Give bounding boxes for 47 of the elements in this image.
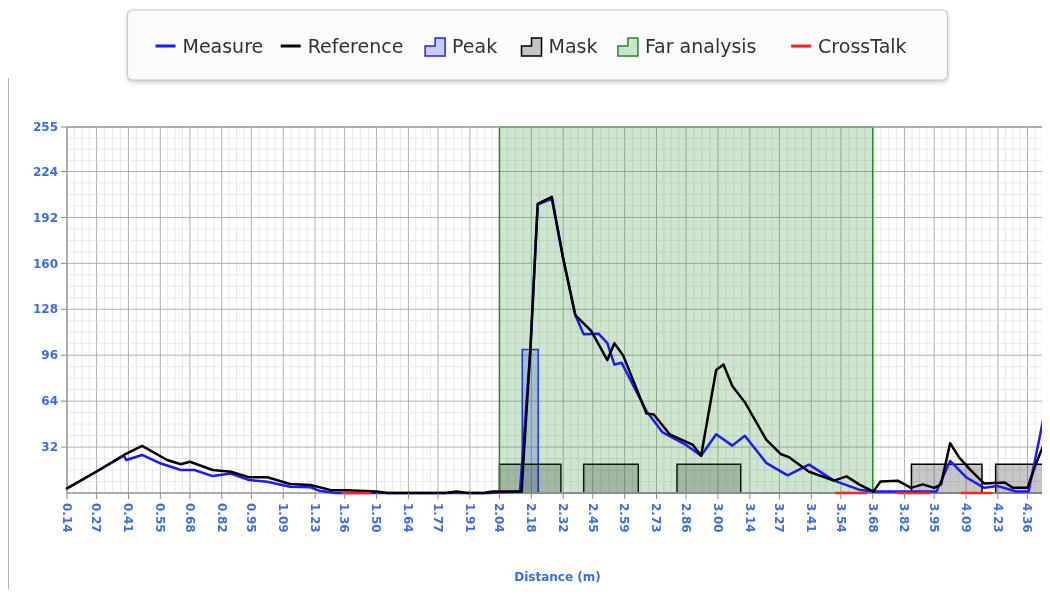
- x-tick-label: 3.00: [710, 503, 725, 533]
- x-tick-label: 0.27: [89, 503, 104, 533]
- x-tick-label: 3.82: [897, 503, 912, 533]
- x-tick-label: 2.45: [585, 503, 600, 533]
- x-tick-label: 1.50: [369, 503, 384, 533]
- x-tick-label: 2.04: [492, 503, 507, 533]
- x-tick-label: 1.23: [307, 503, 322, 533]
- x-tick-label: 2.59: [617, 503, 632, 533]
- x-tick-label: 0.55: [153, 503, 168, 533]
- x-tick-label: 3.14: [742, 503, 757, 533]
- x-tick-label: 3.68: [865, 503, 880, 533]
- x-tick-label: 0.95: [244, 503, 259, 533]
- legend-label: Far analysis: [644, 35, 757, 57]
- x-tick-label: 4.36: [1020, 503, 1035, 533]
- legend-label: CrossTalk: [818, 35, 907, 57]
- x-tick-label: 0.14: [59, 503, 74, 533]
- y-tick-label: 64: [41, 394, 58, 409]
- y-tick-label: 96: [41, 348, 58, 363]
- x-tick-label: 1.09: [276, 503, 291, 533]
- x-tick-label: 1.36: [337, 503, 352, 533]
- x-tick-label: 3.54: [833, 503, 848, 533]
- y-tick-label: 224: [32, 164, 58, 179]
- y-tick-label: 255: [32, 120, 58, 135]
- legend-label: Mask: [548, 35, 598, 57]
- x-tick-label: 1.64: [401, 503, 416, 533]
- legend-label: Peak: [452, 35, 498, 57]
- y-tick-label: 160: [32, 256, 58, 271]
- x-tick-label: 1.77: [430, 503, 445, 533]
- x-tick-label: 4.23: [990, 503, 1005, 533]
- x-tick-label: 3.95: [926, 503, 941, 533]
- x-tick-label: 1.91: [462, 503, 477, 533]
- x-tick-label: 2.73: [649, 503, 664, 533]
- x-tick-label: 3.41: [804, 503, 819, 533]
- x-tick-label: 2.86: [678, 503, 693, 533]
- x-tick-label: 2.32: [555, 503, 570, 533]
- x-tick-label: 0.82: [214, 503, 229, 533]
- x-tick-label: 2.18: [524, 503, 539, 533]
- x-tick-label: 0.68: [182, 503, 197, 533]
- x-axis-title: Distance (m): [514, 570, 601, 584]
- legend-label: Measure: [182, 35, 264, 57]
- y-tick-label: 32: [41, 440, 58, 455]
- x-tick-label: 3.27: [772, 503, 787, 533]
- x-tick-label: 0.41: [121, 503, 136, 533]
- x-tick-label: 4.09: [958, 503, 973, 533]
- y-tick-label: 128: [32, 302, 58, 317]
- legend-label: Reference: [307, 35, 404, 57]
- y-tick-label: 192: [32, 210, 58, 225]
